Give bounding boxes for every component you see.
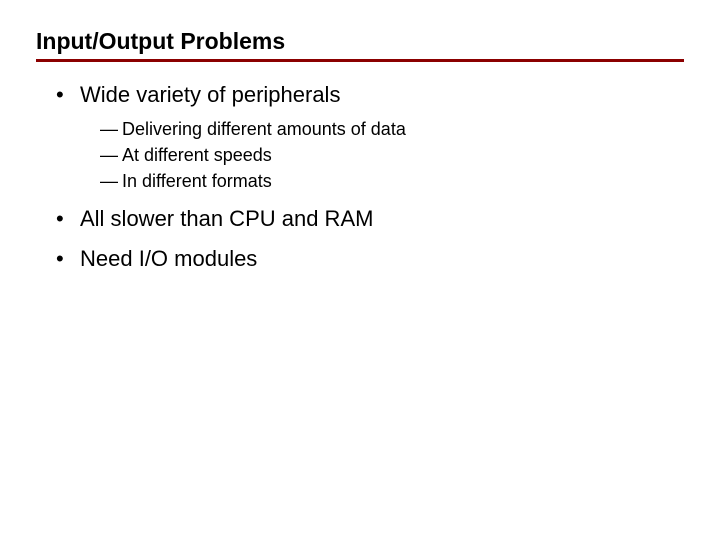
sub-list: Delivering different amounts of data At … [80, 116, 684, 194]
title-underline [36, 59, 684, 62]
bullet-item: Need I/O modules [56, 244, 684, 274]
slide-title: Input/Output Problems [36, 28, 684, 59]
bullet-item: Wide variety of peripherals Delivering d… [56, 80, 684, 194]
bullet-text: Need I/O modules [80, 246, 257, 271]
bullet-list: Wide variety of peripherals Delivering d… [36, 80, 684, 273]
sub-item: Delivering different amounts of data [100, 116, 684, 142]
bullet-text: All slower than CPU and RAM [80, 206, 373, 231]
sub-item: In different formats [100, 168, 684, 194]
sub-item: At different speeds [100, 142, 684, 168]
bullet-text: Wide variety of peripherals [80, 82, 340, 107]
bullet-item: All slower than CPU and RAM [56, 204, 684, 234]
